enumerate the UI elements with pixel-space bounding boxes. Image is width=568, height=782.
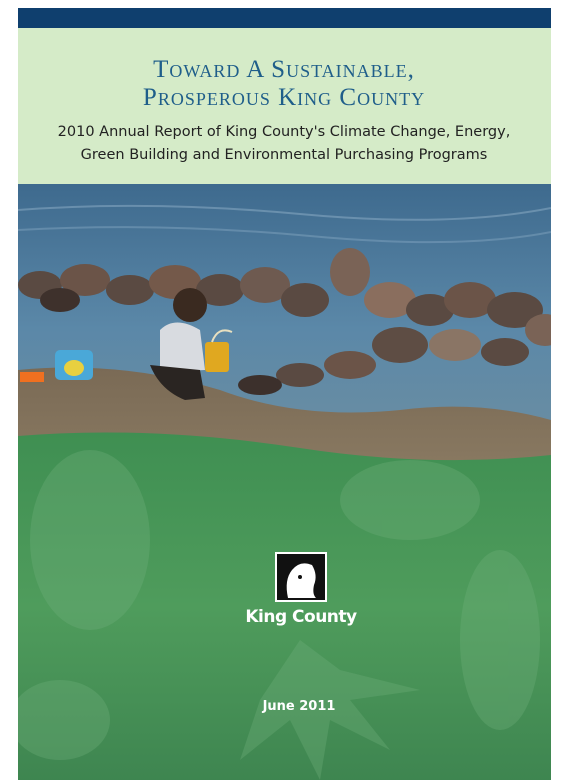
title-line: Prosperous King County xyxy=(143,84,425,111)
logo xyxy=(276,553,326,601)
top-bar xyxy=(18,8,551,28)
subtitle-line: 2010 Annual Report of King County's Clim… xyxy=(58,124,511,140)
cover: Toward A Sustainable, Prosperous King Co… xyxy=(0,0,568,782)
subtitle-line: Green Building and Environmental Purchas… xyxy=(81,147,488,163)
photo xyxy=(18,184,565,474)
logo-label: King County xyxy=(245,607,357,627)
title-line: Toward A Sustainable, xyxy=(153,56,415,83)
date: June 2011 xyxy=(262,699,336,714)
